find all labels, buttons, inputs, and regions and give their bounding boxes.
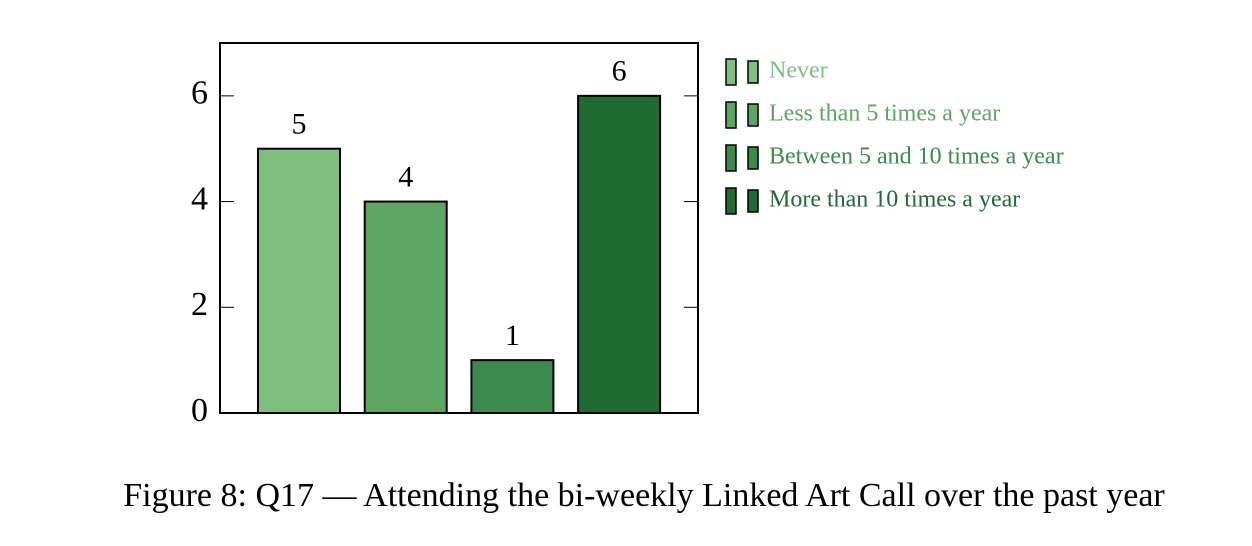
value-label: 1 xyxy=(505,319,520,352)
bar xyxy=(577,94,662,414)
bar xyxy=(470,359,555,414)
legend-swatch xyxy=(725,101,737,129)
legend-swatch xyxy=(747,60,759,84)
legend-label: More than 10 times a year xyxy=(769,187,1020,213)
legend-swatch xyxy=(747,146,759,170)
y-tick-label: 6 xyxy=(191,75,208,112)
bar xyxy=(257,147,341,414)
legend-swatch xyxy=(747,103,759,127)
legend-swatch xyxy=(725,187,737,215)
plot-frame xyxy=(219,42,699,414)
legend-swatch xyxy=(725,144,737,172)
value-label: 5 xyxy=(292,108,307,141)
legend-label: Less than 5 times a year xyxy=(769,101,1000,127)
y-tick-label: 0 xyxy=(191,392,208,429)
value-label: 4 xyxy=(398,160,413,193)
legend-swatch xyxy=(725,58,737,86)
bar xyxy=(363,200,448,414)
caption: Figure 8: Q17 — Attending the bi-weekly … xyxy=(123,477,1165,514)
legend-label: Between 5 and 10 times a year xyxy=(769,144,1064,170)
y-tick-label: 4 xyxy=(191,180,208,217)
y-tick-label: 2 xyxy=(191,286,208,323)
legend-label: Never xyxy=(769,58,828,84)
value-label: 6 xyxy=(612,55,627,88)
legend-swatch xyxy=(747,189,759,213)
